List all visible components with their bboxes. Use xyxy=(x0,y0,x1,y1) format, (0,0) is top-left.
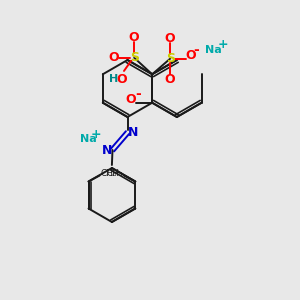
Text: -: - xyxy=(135,87,141,101)
Text: O: O xyxy=(185,49,196,62)
Text: +: + xyxy=(218,38,228,51)
Text: O: O xyxy=(109,51,119,64)
Text: O: O xyxy=(129,31,140,44)
Text: CH₃: CH₃ xyxy=(106,169,123,178)
Text: N: N xyxy=(102,143,112,157)
Text: N: N xyxy=(128,126,138,139)
Text: CH₃: CH₃ xyxy=(101,169,117,178)
Text: Na: Na xyxy=(205,45,222,55)
Text: O: O xyxy=(126,93,136,106)
Text: Na: Na xyxy=(80,134,96,145)
Text: -: - xyxy=(194,43,200,57)
Text: +: + xyxy=(91,128,102,141)
Text: O: O xyxy=(165,32,175,45)
Text: S: S xyxy=(130,51,139,64)
Text: O: O xyxy=(117,73,127,85)
Text: O: O xyxy=(165,73,175,85)
Text: S: S xyxy=(166,52,175,65)
Text: H: H xyxy=(109,74,118,84)
